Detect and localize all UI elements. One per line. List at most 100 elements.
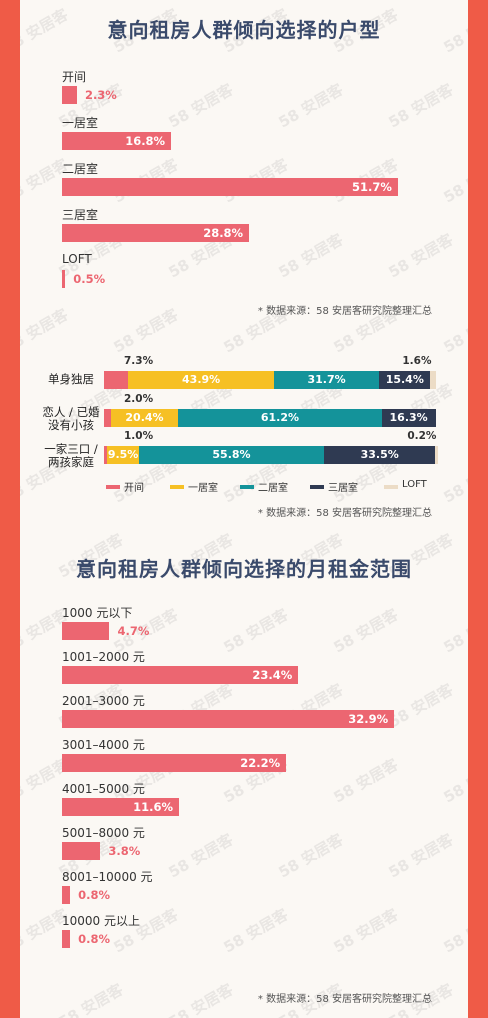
category-label: 二居室 xyxy=(62,162,99,176)
legend-label: 二居室 xyxy=(258,483,288,494)
bar xyxy=(62,798,180,816)
watermark-text: 58 安居客 xyxy=(165,980,237,1018)
watermark-text: 58 安居客 xyxy=(165,80,237,132)
stacked-segment xyxy=(128,371,274,389)
watermark-text: 58 安居客 xyxy=(55,980,127,1018)
watermark-text: 58 安居客 xyxy=(440,905,468,957)
stacked-segment xyxy=(110,409,179,427)
segment-label: 2.0% xyxy=(124,393,154,405)
watermark-text: 58 安居客 xyxy=(330,905,402,957)
legend-label: LOFT xyxy=(402,479,427,490)
value-label: 16.8% xyxy=(125,134,166,148)
category-label: 开间 xyxy=(62,70,87,84)
bar xyxy=(62,842,101,860)
watermark-text: 58 安居客 xyxy=(440,605,468,657)
watermark-text: 58 安居客 xyxy=(275,830,347,882)
stacked-segment xyxy=(138,446,325,464)
bar xyxy=(62,86,77,104)
value-label: 11.6% xyxy=(133,800,174,814)
segment-label: 16.3% xyxy=(389,411,428,424)
bar xyxy=(62,710,395,728)
value-label: 2.3% xyxy=(84,88,117,102)
stacked-segment xyxy=(178,409,382,427)
legend-swatch xyxy=(240,485,254,489)
infographic-page: 58 安居客 58 安居客 58 安居客 58 安居客 58 安居客 58 安居客 58 安… xyxy=(20,0,468,1018)
stacked-segment xyxy=(324,446,436,464)
value-label: 0.8% xyxy=(78,888,110,902)
legend-swatch xyxy=(170,485,184,489)
category-label: 5001–8000 元 xyxy=(62,826,145,840)
room-type-source: * 数据来源：58 安居客研究院整理汇总 xyxy=(257,306,432,317)
stacked-segment xyxy=(104,371,129,389)
segment-label: 33.5% xyxy=(360,448,399,461)
bar xyxy=(62,270,66,288)
bar xyxy=(62,132,172,150)
value-label: 28.8% xyxy=(203,226,244,240)
rent-range-source: * 数据来源：58 安居客研究院整理汇总 xyxy=(257,994,432,1005)
watermark-text: 58 安居客 xyxy=(440,455,468,507)
stacked-segment xyxy=(273,371,380,389)
category-label: LOFT xyxy=(62,252,92,266)
watermark-text: 58 安居客 xyxy=(330,605,402,657)
watermark-text: 58 安居客 xyxy=(385,230,457,282)
segment-label: 7.3% xyxy=(124,355,154,367)
stacked-segment xyxy=(107,446,139,464)
segment-label: 20.4% xyxy=(125,411,164,424)
category-label: 3001–4000 元 xyxy=(62,738,145,752)
bar xyxy=(62,754,287,772)
bar xyxy=(62,622,110,640)
watermark-text: 58 安居客 xyxy=(330,755,402,807)
category-label: 1001–2000 元 xyxy=(62,650,145,664)
watermark-text: 58 安居客 xyxy=(165,830,237,882)
row-label: 单身独居 xyxy=(48,372,94,386)
category-label: 8001–10000 元 xyxy=(62,870,153,884)
category-label: 4001–5000 元 xyxy=(62,782,145,796)
watermark-text: 58 安居客 xyxy=(110,305,182,357)
segment-label: 55.8% xyxy=(212,448,251,461)
category-label: 10000 元以上 xyxy=(62,914,140,928)
watermark-text: 58 安居客 xyxy=(440,155,468,207)
segment-label: 61.2% xyxy=(260,411,300,424)
watermark-text: 58 安居客 xyxy=(275,80,347,132)
stacked-segment xyxy=(381,409,436,427)
category-label: 1000 元以下 xyxy=(62,606,133,620)
bar xyxy=(62,666,299,684)
segment-label: 0.2% xyxy=(407,430,437,442)
legend-swatch xyxy=(384,485,398,489)
legend-label: 一居室 xyxy=(188,483,218,494)
bar xyxy=(62,930,71,948)
category-label: 三居室 xyxy=(62,208,99,222)
rent-range-title: 意向租房人群倾向选择的月租金范围 xyxy=(76,557,412,581)
bar xyxy=(62,886,71,904)
watermark-text: 58 安居客 xyxy=(385,830,457,882)
value-label: 32.9% xyxy=(348,712,389,726)
legend-swatch xyxy=(310,485,324,489)
bar xyxy=(62,224,250,242)
watermark-text: 58 安居客 xyxy=(275,230,347,282)
legend-label: 开间 xyxy=(124,483,144,494)
value-label: 0.5% xyxy=(73,272,106,286)
segment-label: 1.0% xyxy=(124,430,154,442)
watermark-text: 58 安居客 xyxy=(220,905,292,957)
segment-label: 9.5% xyxy=(107,448,139,461)
household-source: * 数据来源：58 安居客研究院整理汇总 xyxy=(257,508,432,519)
watermark-text: 58 安居客 xyxy=(440,305,468,357)
legend-swatch xyxy=(106,485,120,489)
stacked-segment xyxy=(104,409,111,427)
row-label: 恋人 / 已婚 没有小孩 xyxy=(42,405,100,432)
room-type-title: 意向租房人群倾向选择的户型 xyxy=(107,18,381,42)
category-label: 一居室 xyxy=(62,116,99,130)
watermark-text: 58 安居客 xyxy=(440,755,468,807)
stacked-segment xyxy=(430,371,436,389)
segment-label: 15.4% xyxy=(385,373,424,386)
stacked-segment xyxy=(379,371,431,389)
watermark-text: 58 安居客 xyxy=(385,80,457,132)
row-label: 一家三口 / 两孩家庭 xyxy=(44,442,98,469)
value-label: 4.7% xyxy=(117,624,150,638)
segment-label: 31.7% xyxy=(307,373,346,386)
value-label: 0.8% xyxy=(78,932,110,946)
segment-label: 43.9% xyxy=(182,373,221,386)
watermark-text: 58 安居客 xyxy=(385,680,457,732)
stacked-segment xyxy=(435,446,438,464)
value-label: 23.4% xyxy=(252,668,293,682)
